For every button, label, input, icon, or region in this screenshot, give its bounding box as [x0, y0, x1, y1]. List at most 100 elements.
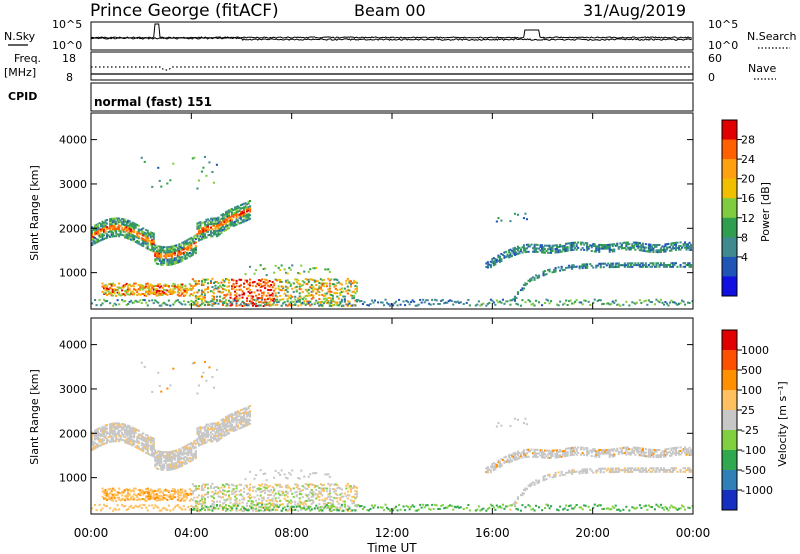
heatmap-cell	[425, 504, 428, 507]
heatmap-cell	[231, 483, 234, 486]
heatmap-cell	[550, 505, 553, 508]
heatmap-cell	[246, 486, 249, 489]
heatmap-cell	[200, 222, 203, 225]
heatmap-cell	[554, 268, 557, 271]
heatmap-cell	[206, 439, 209, 442]
heatmap-cell	[297, 299, 300, 302]
heatmap-cell	[197, 305, 200, 308]
heatmap-cell	[164, 451, 167, 454]
heatmap-cell	[241, 408, 244, 411]
heatmap-cell	[234, 211, 237, 214]
heatmap-cell	[361, 303, 364, 305]
heatmap-cell	[137, 240, 140, 243]
heatmap-cell	[244, 273, 247, 276]
heatmap-cell	[325, 299, 328, 302]
heatmap-cell	[265, 298, 268, 301]
heatmap-cell	[173, 464, 176, 467]
heatmap-cell	[179, 488, 182, 491]
heatmap-cell	[127, 491, 130, 494]
heatmap-cell	[238, 427, 241, 430]
heatmap-cell	[563, 268, 566, 271]
heatmap-cell	[175, 449, 178, 452]
heatmap-cell	[533, 483, 536, 486]
heatmap-cell	[333, 285, 336, 288]
heatmap-cell	[118, 438, 121, 441]
heatmap-cell	[173, 301, 176, 304]
heatmap-cell	[306, 300, 309, 303]
heatmap-cell	[497, 422, 500, 425]
heatmap-cell	[243, 209, 246, 212]
heatmap-cell	[243, 425, 246, 428]
heatmap-cell	[109, 287, 112, 290]
heatmap-cell	[197, 432, 200, 435]
heatmap-cell	[130, 427, 133, 430]
heatmap-cell	[554, 248, 557, 250]
heatmap-cell	[232, 299, 235, 302]
heatmap-cell	[229, 426, 232, 429]
heatmap-cell	[196, 301, 199, 304]
heatmap-cell	[106, 285, 109, 288]
heatmap-cell	[246, 408, 249, 411]
heatmap-cell	[197, 500, 200, 503]
heatmap-cell	[333, 490, 336, 493]
heatmap-cell	[547, 244, 550, 247]
heatmap-cell	[142, 498, 145, 500]
heatmap-cell	[160, 245, 163, 248]
heatmap-cell	[148, 299, 151, 302]
heatmap-cell	[641, 246, 644, 249]
heatmap-cell	[121, 233, 124, 236]
heatmap-cell	[194, 487, 197, 490]
heatmap-cell	[109, 492, 112, 495]
heatmap-cell	[113, 488, 116, 491]
heatmap-cell	[244, 218, 247, 221]
heatmap-cell	[229, 509, 232, 512]
heatmap-cell	[178, 465, 181, 468]
heatmap-cell	[671, 245, 674, 248]
heatmap-cell	[289, 301, 292, 304]
heatmap-cell	[294, 286, 297, 289]
heatmap-cell	[211, 504, 214, 507]
heatmap-cell	[247, 207, 250, 210]
heatmap-cell	[158, 252, 161, 255]
heatmap-cell	[140, 442, 143, 445]
heatmap-cell	[182, 244, 185, 247]
heatmap-cell	[291, 264, 294, 267]
heatmap-cell	[118, 226, 121, 229]
heatmap-cell	[687, 245, 690, 248]
heatmap-cell	[208, 219, 211, 222]
heatmap-cell	[524, 301, 527, 304]
heatmap-cell	[217, 434, 220, 437]
heatmap-cell	[354, 509, 357, 512]
heatmap-cell	[226, 483, 229, 486]
heatmap-cell	[104, 428, 107, 431]
heatmap-cell	[157, 453, 160, 456]
heatmap-cell	[196, 236, 199, 239]
heatmap-cell	[545, 298, 548, 301]
heatmap-cell	[319, 304, 322, 306]
heatmap-cell	[164, 256, 167, 259]
heatmap-cell	[95, 430, 98, 433]
heatmap-cell	[565, 451, 568, 454]
heatmap-cell	[513, 458, 516, 461]
heatmap-cell	[253, 508, 256, 511]
heatmap-cell	[206, 430, 209, 433]
heatmap-cell	[229, 222, 232, 225]
heatmap-cell	[157, 506, 160, 509]
heatmap-cell	[127, 235, 130, 238]
heatmap-cell	[500, 424, 503, 427]
heatmap-cell	[194, 508, 197, 511]
heatmap-cell	[205, 224, 208, 227]
heatmap-cell	[166, 246, 169, 249]
heatmap-cell	[258, 301, 261, 304]
heatmap-cell	[512, 252, 515, 255]
heatmap-cell	[271, 297, 274, 300]
heatmap-cell	[231, 418, 234, 421]
heatmap-cell	[541, 509, 544, 512]
heatmap-cell	[279, 494, 282, 497]
heatmap-cell	[224, 428, 227, 431]
heatmap-cell	[128, 293, 131, 296]
heatmap-cell	[103, 223, 106, 226]
heatmap-cell	[109, 507, 112, 510]
heatmap-cell	[321, 487, 324, 490]
heatmap-cell	[285, 294, 288, 297]
